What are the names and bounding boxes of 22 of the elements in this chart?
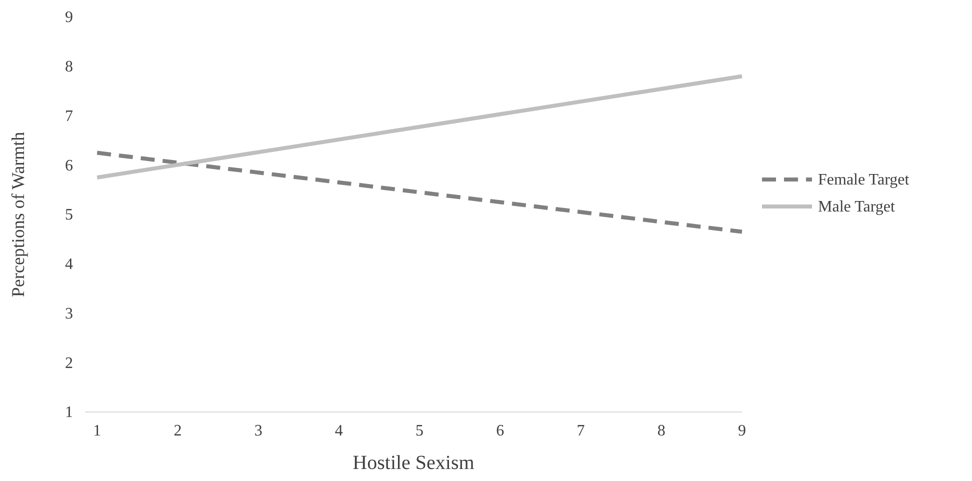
x-tick-label: 3 (254, 422, 262, 440)
x-tick-label: 5 (416, 422, 424, 440)
legend-label: Female Target (818, 172, 910, 188)
y-tick-label: 3 (65, 305, 73, 322)
legend-label: Male Target (818, 198, 896, 216)
x-axis-title: Hostile Sexism (352, 452, 475, 474)
x-tick-label: 8 (657, 422, 666, 440)
x-tick-label: 4 (334, 422, 343, 440)
x-tick-label: 9 (738, 422, 746, 440)
y-tick-label: 1 (65, 404, 73, 422)
y-tick-label: 6 (65, 157, 73, 174)
x-tick-label: 2 (174, 422, 182, 440)
y-tick-label: 7 (65, 108, 73, 125)
y-tick-label: 2 (65, 354, 73, 372)
x-tick-label: 7 (576, 422, 585, 440)
y-tick-label: 5 (65, 206, 73, 224)
x-tick-label: 1 (93, 422, 102, 440)
y-tick-label: 4 (65, 256, 73, 273)
y-axis-title: Perceptions of Warmth (8, 132, 28, 298)
y-tick-label: 8 (65, 58, 73, 76)
y-tick-label: 9 (65, 9, 73, 26)
x-tick-label: 6 (496, 422, 504, 440)
